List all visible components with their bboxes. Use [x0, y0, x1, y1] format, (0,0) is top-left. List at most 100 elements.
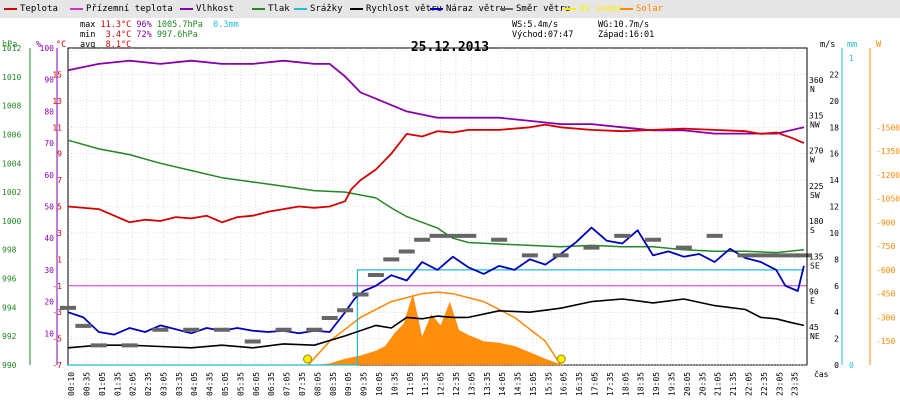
x-tick-label: 03:05: [159, 372, 168, 396]
axis-tick-wind-dir-label: E: [810, 297, 815, 306]
axis-tick-w: -1200: [876, 171, 900, 180]
x-tick-label: 15:05: [529, 372, 538, 396]
x-tick-label: 11:05: [406, 372, 415, 396]
axis-tick-degc: -7: [52, 361, 62, 370]
axis-unit-hpa: hPa: [2, 40, 17, 50]
axis-tick-wind-dir-label: NE: [810, 332, 820, 341]
x-tick-label: 04:05: [190, 372, 199, 396]
x-tick-label: 06:05: [252, 372, 261, 396]
axis-unit-w: W: [876, 40, 882, 50]
legend-swatch: [180, 7, 193, 10]
axis-tick-degc: 1: [57, 255, 62, 264]
legend-item: Směr větru: [500, 4, 570, 15]
legend-item: Solar: [620, 4, 663, 15]
axis-tick-degc: 9: [57, 150, 62, 159]
axis-tick-hpa: 994: [2, 303, 17, 312]
axis-tick-hpa: 990: [2, 361, 17, 370]
x-tick-label: 02:35: [144, 372, 153, 396]
info-wind-speed: WS:5.4m/s: [512, 20, 559, 30]
axis-tick-wind-dir: 225: [809, 182, 824, 191]
x-tick-label: 03:35: [175, 372, 184, 396]
x-tick-label: 13:05: [467, 372, 476, 396]
legend-item: Tlak: [252, 4, 290, 15]
x-tick-label: 16:35: [575, 372, 584, 396]
axis-tick-degc: 5: [57, 203, 62, 212]
series-line: [68, 269, 804, 366]
axis-tick-pct: 80: [44, 107, 54, 116]
legend-label: Vlhkost: [196, 4, 234, 14]
stats-avg-label: avg: [80, 40, 96, 50]
legend-swatch: [500, 7, 513, 10]
info-wind-gust: WG:10.7m/s: [598, 20, 650, 30]
x-tick-label: 23:05: [775, 372, 784, 396]
axis-tick-ms: 2: [834, 335, 839, 344]
legend-label: Tlak: [268, 4, 290, 14]
axis-tick-pct: 10: [44, 329, 54, 338]
axis-unit-time: čas: [814, 369, 829, 379]
x-tick-label: 01:05: [98, 372, 107, 396]
stats-avg-row: avg 8.1°C: [80, 40, 131, 50]
axis-tick-wind-dir: 135: [809, 252, 824, 261]
legend-label: Náraz větru: [446, 4, 506, 14]
axis-tick-wind-dir-label: S: [810, 226, 815, 235]
x-tick-label: 14:05: [498, 372, 507, 396]
legend-label: Teplota: [20, 4, 58, 14]
stats-min-row: min 3.4°C 72% 997.6hPa: [80, 30, 198, 40]
legend-label: Přízemní teplota: [86, 4, 173, 14]
legend-swatch: [620, 7, 633, 10]
legend-item: Rychlost větru: [350, 4, 442, 15]
axis-tick-mm: 1: [849, 54, 854, 63]
axis-tick-pct: 60: [44, 171, 54, 180]
x-tick-label: 15:35: [544, 372, 553, 396]
x-tick-label: 01:35: [113, 372, 122, 396]
series-solar-area: [314, 293, 564, 365]
x-tick-label: 06:35: [267, 372, 276, 396]
axis-tick-wind-dir: 45: [809, 323, 819, 332]
stats-avg-temp: 8.1°C: [105, 40, 132, 50]
axis-tick-ms: 4: [834, 308, 839, 317]
legend-swatch: [70, 7, 83, 10]
x-tick-label: 19:05: [652, 372, 661, 396]
x-tick-label: 08:35: [329, 372, 338, 396]
x-tick-label: 12:35: [452, 372, 461, 396]
legend-item: Přízemní teplota: [70, 4, 173, 15]
series-line: [67, 139, 804, 254]
x-tick-label: 13:35: [483, 372, 492, 396]
axis-tick-wind-dir: 270: [809, 147, 824, 156]
x-tick-label: 08:05: [313, 372, 322, 396]
axis-tick-hpa: 1000: [2, 217, 21, 226]
axis-tick-wind-dir-label: SW: [810, 191, 820, 200]
axis-tick-w: -900: [876, 218, 895, 227]
legend-swatch: [294, 7, 307, 10]
x-tick-label: 21:05: [714, 372, 723, 396]
axis-tick-ms: 10: [829, 229, 839, 238]
sunrise-marker: [303, 354, 313, 364]
axis-tick-wind-dir: 180: [809, 217, 824, 226]
axis-tick-hpa: 1012: [2, 44, 21, 53]
axis-unit-pct: %: [36, 40, 41, 50]
x-tick-label: 20:35: [698, 372, 707, 396]
x-tick-label: 14:35: [514, 372, 523, 396]
series-line: [67, 59, 805, 135]
stats-max-humidity: 96%: [136, 20, 152, 30]
x-tick-label: 11:35: [421, 372, 430, 396]
legend-swatch: [430, 7, 443, 10]
axis-tick-mm: 0: [849, 361, 854, 370]
legend-swatch: [563, 7, 576, 10]
x-tick-label: 05:05: [221, 372, 230, 396]
axis-tick-ms: 20: [829, 97, 839, 106]
axis-tick-hpa: 1004: [2, 159, 21, 168]
legend-swatch: [252, 7, 265, 10]
axis-tick-degc: 3: [57, 229, 62, 238]
legend-label: Srážky: [310, 4, 343, 14]
legend-item: Srážky: [294, 4, 343, 15]
x-tick-label: 10:35: [390, 372, 399, 396]
x-tick-label: 09:05: [344, 372, 353, 396]
axis-tick-w: -1050: [876, 195, 900, 204]
axis-tick-w: -750: [876, 242, 895, 251]
axis-unit-ms: m/s: [820, 40, 835, 50]
axis-tick-hpa: 992: [2, 332, 17, 341]
axis-tick-hpa: 1006: [2, 130, 21, 139]
